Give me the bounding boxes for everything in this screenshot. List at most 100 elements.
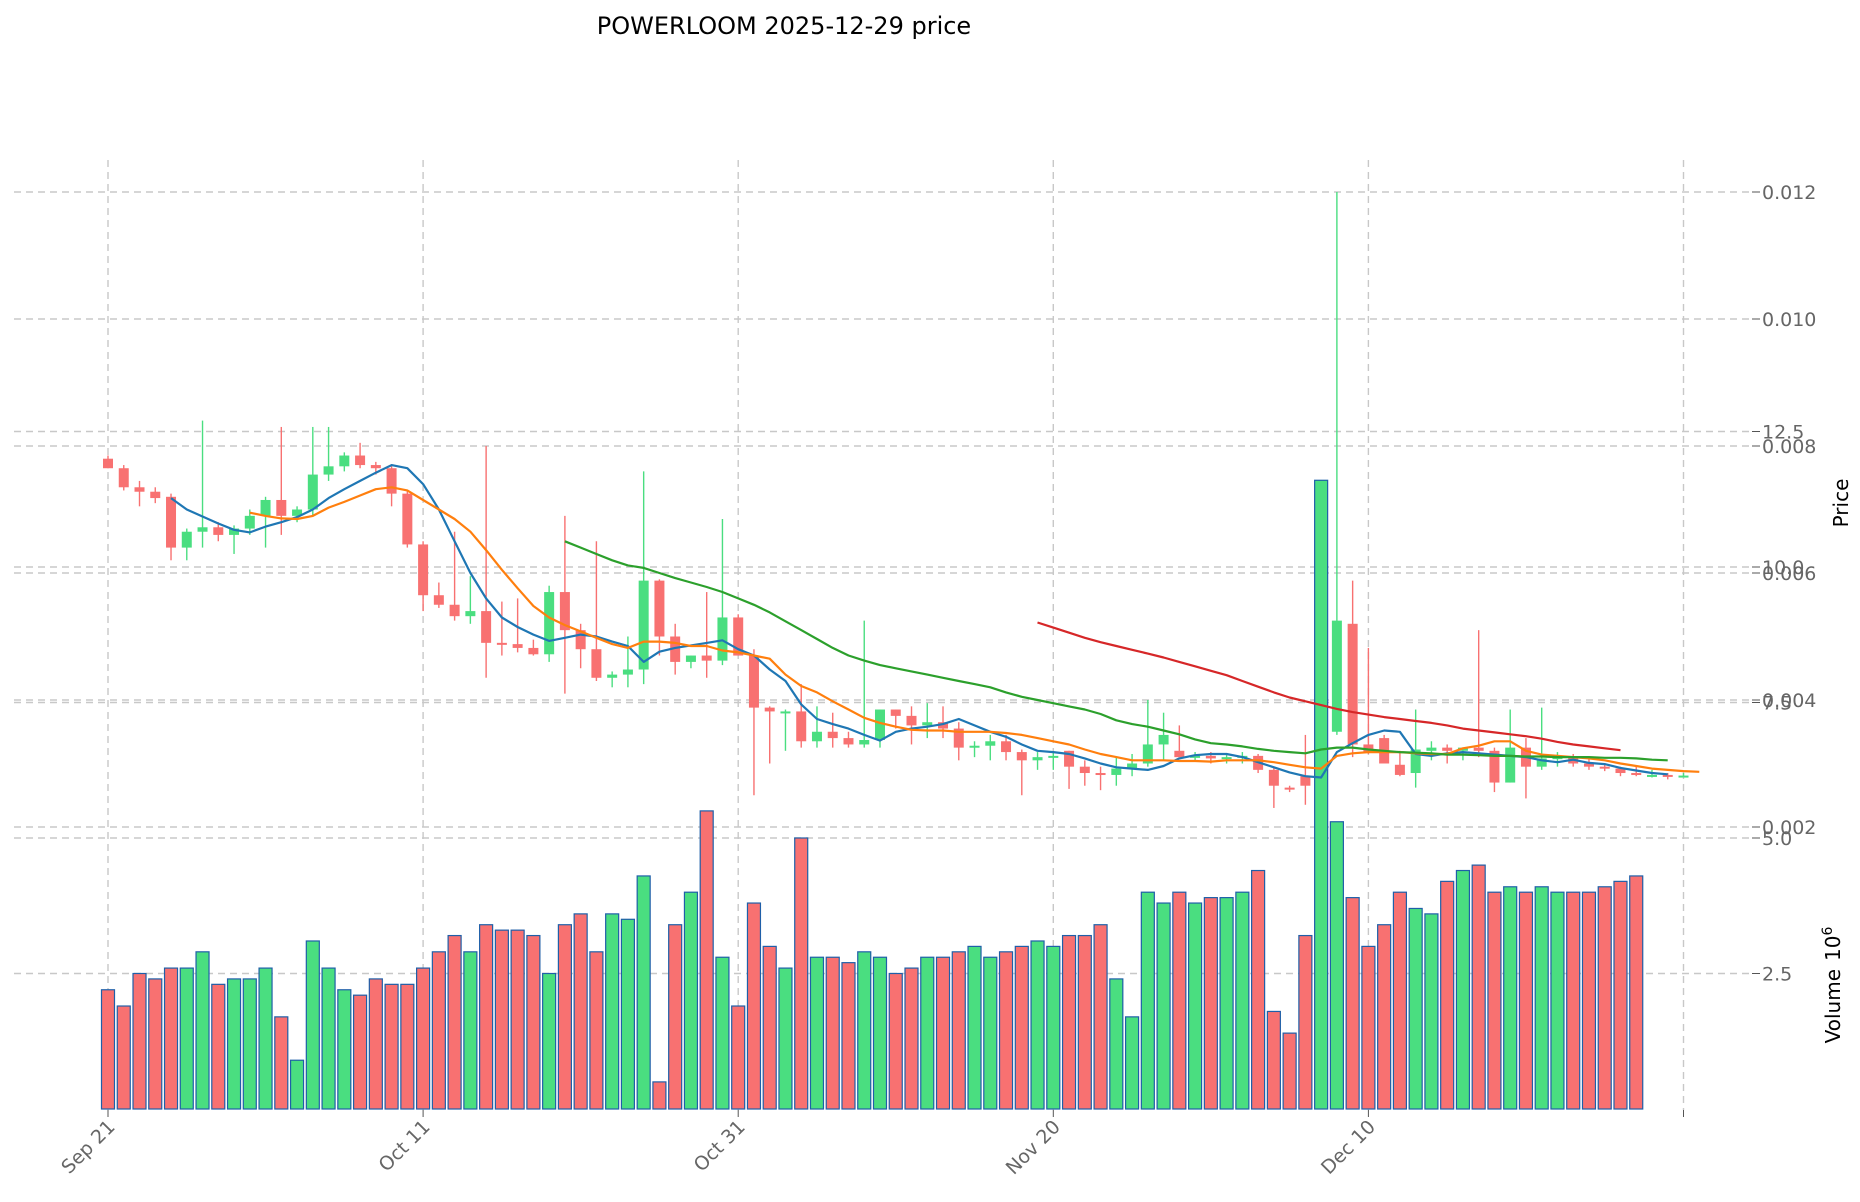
volume-bars <box>100 479 1644 1110</box>
volume-bar <box>794 837 809 1110</box>
volume-bar <box>1030 940 1045 1110</box>
volume-bar <box>731 1005 746 1110</box>
candle-body <box>1221 757 1232 760</box>
candle-body <box>292 509 303 516</box>
candle-body <box>1489 750 1500 783</box>
price-tick-label: 0.012 <box>1762 182 1816 204</box>
volume-bar <box>289 1059 305 1110</box>
volume-tick-label: 2.5 <box>1762 964 1792 986</box>
candle-body <box>1032 757 1043 761</box>
volume-bar <box>809 956 825 1110</box>
candle-body <box>1284 787 1295 790</box>
ma14-line <box>249 486 1700 773</box>
volume-bar <box>1597 886 1612 1110</box>
volume-bar <box>1377 924 1392 1110</box>
volume-bar <box>605 913 620 1110</box>
candle-body <box>591 649 602 678</box>
volume-bar <box>1156 902 1171 1110</box>
volume-bar <box>1077 934 1092 1110</box>
candle-body <box>890 709 901 716</box>
moving-average-lines <box>170 464 1700 779</box>
candle-body <box>1631 773 1642 776</box>
candle-body <box>229 528 240 535</box>
volume-bar <box>1061 934 1077 1110</box>
candle-body <box>1473 747 1484 751</box>
volume-bar <box>337 989 352 1110</box>
volume-bar <box>400 983 415 1110</box>
candle-body <box>1583 763 1594 767</box>
volume-bar <box>983 956 998 1110</box>
volume-bar <box>1455 869 1471 1110</box>
volume-bar <box>1203 897 1218 1110</box>
candle-body <box>1205 755 1216 759</box>
candle-body <box>544 592 555 655</box>
candle-body <box>1678 775 1689 778</box>
volume-bar <box>1298 934 1313 1110</box>
candle-body <box>764 707 775 712</box>
candle-body <box>1268 769 1279 786</box>
candle-body <box>1127 763 1138 769</box>
volume-bar <box>920 956 935 1110</box>
candle-body <box>733 617 744 656</box>
volume-bar <box>1109 978 1124 1110</box>
volume-bar <box>557 924 572 1110</box>
volume-bar <box>1124 1016 1140 1110</box>
volume-bar <box>1172 891 1187 1110</box>
volume-bar <box>1440 880 1455 1110</box>
volume-bar <box>857 951 872 1110</box>
volume-bar <box>1329 821 1344 1110</box>
volume-bar <box>179 967 194 1110</box>
candle-body <box>1064 750 1075 767</box>
candle-body <box>1001 741 1012 753</box>
volume-bar <box>841 962 856 1110</box>
volume-bar <box>258 967 273 1110</box>
candle-body <box>874 709 885 741</box>
price-tick-label: 0.004 <box>1762 690 1816 712</box>
price-axis-label: Price <box>1829 479 1853 528</box>
x-tick-labels: Sep 21 Oct 11 Oct 31 Nov 20 Dec 10 <box>57 1110 1684 1179</box>
candle-body <box>1331 620 1342 732</box>
candle-body <box>859 740 870 745</box>
candle-body <box>796 711 807 742</box>
volume-bar <box>1093 924 1108 1110</box>
volume-bar <box>321 967 336 1110</box>
candle-body <box>670 636 681 662</box>
candle-body <box>1095 773 1106 776</box>
volume-bar <box>636 875 651 1110</box>
candle-body <box>1174 750 1185 758</box>
candle-body <box>118 468 129 488</box>
candle-body <box>496 642 507 645</box>
candle-body <box>402 493 413 545</box>
volume-bar <box>1581 891 1597 1110</box>
volume-bar <box>116 1005 131 1110</box>
volume-bar <box>148 978 163 1110</box>
volume-bar <box>431 951 446 1110</box>
candle-body <box>307 474 318 510</box>
volume-bar <box>1251 869 1266 1110</box>
volume-bar <box>715 956 730 1110</box>
candle-body <box>811 731 822 742</box>
volume-bar <box>163 967 179 1110</box>
candle-body <box>748 655 759 708</box>
candle-body <box>1410 749 1421 774</box>
volume-bar <box>1424 913 1439 1110</box>
volume-bar <box>872 956 888 1110</box>
candle-body <box>1646 774 1657 777</box>
candle-body <box>197 527 208 532</box>
x-tick-label: Oct 11 <box>374 1116 434 1176</box>
candle-body <box>938 722 949 729</box>
price-tick-label: 0.010 <box>1762 309 1816 331</box>
volume-bar <box>699 810 714 1110</box>
candle-body <box>1599 766 1610 769</box>
volume-tick-label: 7.5 <box>1762 693 1792 715</box>
candle-body <box>953 728 964 748</box>
volume-bar <box>274 1016 289 1110</box>
candle-body <box>1111 768 1122 775</box>
price-tick-label: 0.006 <box>1762 563 1816 585</box>
candle-body <box>355 455 366 466</box>
volume-bar <box>1361 945 1376 1110</box>
volume-bar <box>242 978 257 1110</box>
volume-bar <box>1550 891 1565 1110</box>
volume-bar <box>526 934 541 1110</box>
volume-bar <box>1282 1032 1297 1110</box>
